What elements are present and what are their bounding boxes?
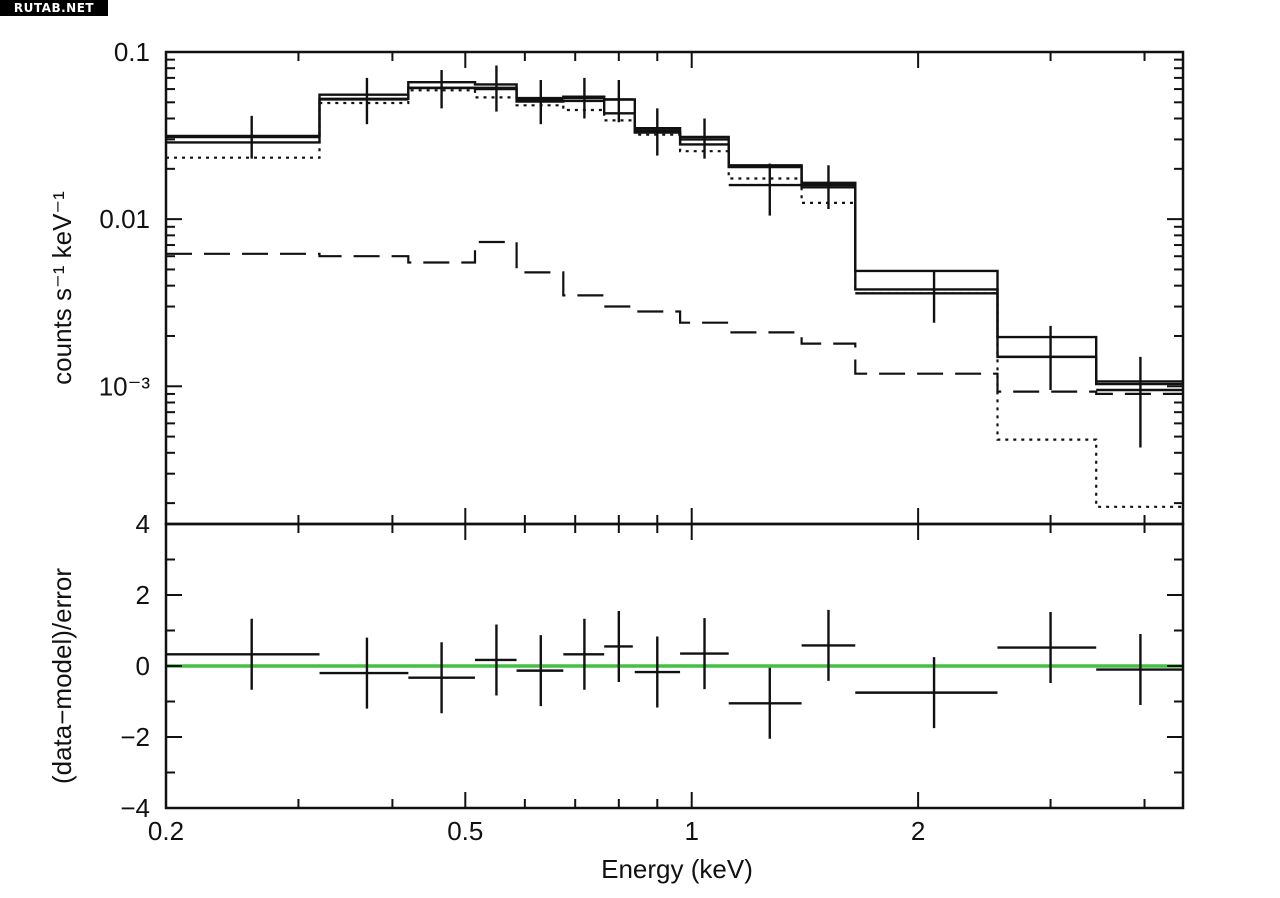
tick-labels: 0.2 0.5 1 2 0.1 0.01 10⁻³ 4 2 0 −2 −4 bbox=[99, 37, 926, 846]
model-lines bbox=[166, 81, 1183, 508]
y-axis-label-residuals: (data−model)/error bbox=[47, 568, 77, 784]
residual-panel bbox=[164, 522, 1185, 810]
y-tick-label-residuals: 2 bbox=[136, 580, 150, 610]
y-tick-label-residuals: 0 bbox=[136, 651, 150, 681]
x-tick-label: 0.2 bbox=[148, 816, 184, 846]
spectrum-ticks bbox=[165, 51, 1183, 524]
model-line-dashed-4 bbox=[166, 240, 1183, 395]
y-tick-label-spectrum: 10⁻³ bbox=[99, 371, 151, 401]
spectrum-data-points bbox=[166, 65, 1183, 448]
y-tick-label-residuals: 4 bbox=[136, 509, 150, 539]
model-line-dotted-3 bbox=[166, 89, 1183, 508]
y-tick-label-spectrum: 0.1 bbox=[114, 37, 150, 67]
y-tick-label-spectrum: 0.01 bbox=[99, 204, 150, 234]
residual-data-points bbox=[166, 609, 1183, 739]
x-tick-label: 0.5 bbox=[447, 816, 483, 846]
y-tick-label-residuals: −2 bbox=[120, 722, 150, 752]
watermark-badge: RUTAB.NET bbox=[0, 0, 108, 16]
residual-frame bbox=[164, 522, 1185, 810]
x-tick-label: 2 bbox=[911, 816, 925, 846]
y-tick-label-residuals: −4 bbox=[120, 793, 150, 823]
x-axis-label: Energy (keV) bbox=[601, 854, 753, 884]
spectrum-panel bbox=[164, 50, 1185, 526]
x-tick-label: 1 bbox=[684, 816, 698, 846]
y-axis-label-spectrum: counts s⁻¹ keV⁻¹ bbox=[47, 191, 77, 385]
